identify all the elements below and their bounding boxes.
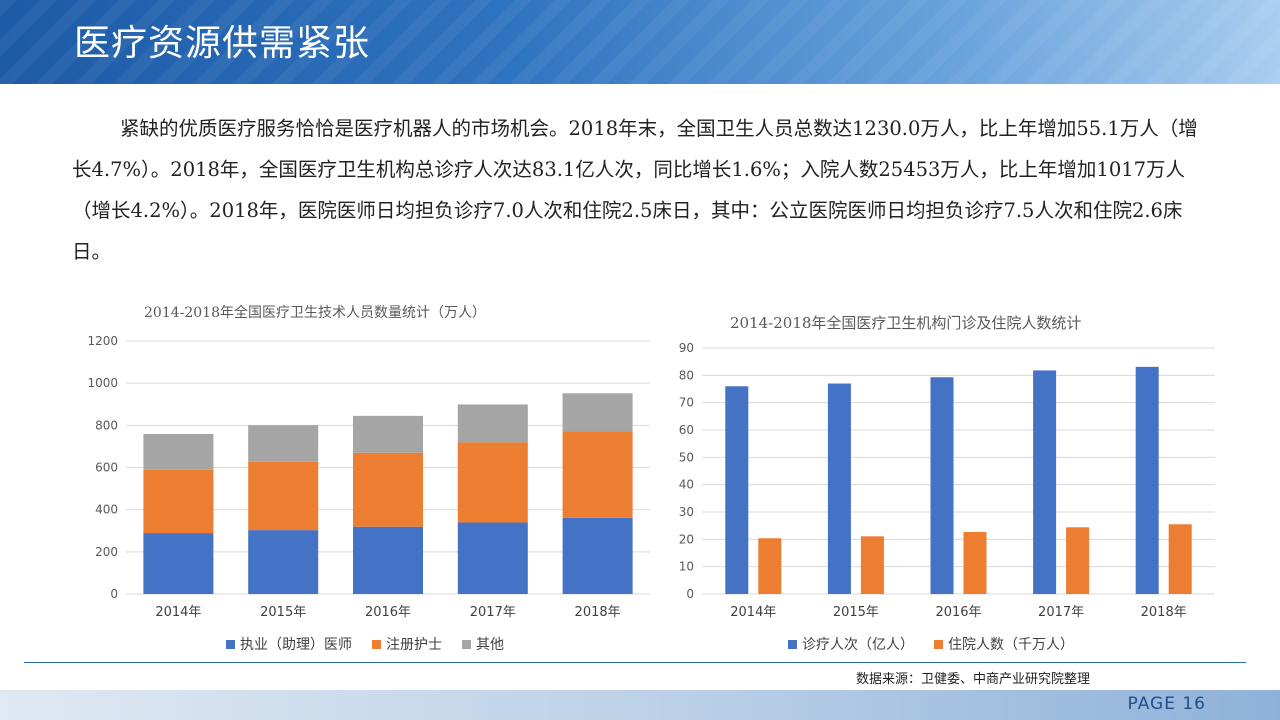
footer-bar <box>0 690 1280 720</box>
legend-swatch <box>372 639 381 649</box>
bar-segment <box>143 469 214 534</box>
legend-swatch <box>934 639 943 649</box>
chart2-legend: 诊疗人次（亿人） 住院人数（千万人） <box>788 634 1074 654</box>
y-tick-label: 800 <box>95 418 118 432</box>
y-tick-label: 10 <box>679 560 694 574</box>
x-tick-label: 2014年 <box>730 605 776 620</box>
bar <box>1066 527 1090 594</box>
bar-segment <box>353 452 423 527</box>
legend-item: 注册护士 <box>372 634 442 654</box>
legend-item: 住院人数（千万人） <box>934 634 1074 654</box>
x-tick-label: 2018年 <box>1141 605 1187 620</box>
y-tick-label: 600 <box>95 461 118 475</box>
x-tick-label: 2014年 <box>155 605 201 620</box>
y-tick-label: 30 <box>679 505 694 519</box>
y-tick-label: 1000 <box>87 376 118 390</box>
bar-segment <box>353 415 423 453</box>
legend-label: 执业（助理）医师 <box>240 637 352 653</box>
data-source: 数据来源：卫健委、中商产业研究院整理 <box>856 672 1091 687</box>
y-tick-label: 200 <box>95 545 118 559</box>
bar-segment <box>562 517 633 594</box>
x-tick-label: 2017年 <box>1038 605 1084 620</box>
bar-segment <box>353 526 423 594</box>
y-tick-label: 40 <box>679 478 694 492</box>
chart1-title: 2014-2018年全国医疗卫生技术人员数量统计（万人） <box>144 305 486 321</box>
y-tick-label: 1200 <box>87 334 118 348</box>
chart1-legend: 执业（助理）医师 注册护士 其他 <box>226 634 504 654</box>
legend-label: 注册护士 <box>386 637 442 653</box>
y-tick-label: 70 <box>679 396 694 410</box>
x-tick-label: 2015年 <box>260 605 306 620</box>
legend-label: 其他 <box>476 637 504 653</box>
legend-swatch <box>462 639 471 649</box>
y-tick-label: 20 <box>679 532 694 546</box>
bar <box>1135 366 1159 594</box>
bar-segment <box>457 404 528 443</box>
bar <box>725 386 749 594</box>
footer-divider <box>24 662 1246 663</box>
legend-swatch <box>788 639 797 649</box>
bar <box>860 536 884 594</box>
y-tick-label: 0 <box>110 587 118 601</box>
x-tick-label: 2015年 <box>833 605 879 620</box>
bar-segment <box>248 425 319 462</box>
legend-item: 执业（助理）医师 <box>226 634 352 654</box>
y-tick-label: 90 <box>679 341 694 355</box>
page-number: PAGE 16 <box>1127 694 1206 714</box>
chart1-stacked-bar: 0 200 400 600 800 1000 1200 2014年 2015年 2016年 2017… <box>87 334 650 620</box>
bar <box>963 531 987 594</box>
legend-label: 住院人数（千万人） <box>948 637 1074 653</box>
bar <box>1168 524 1192 594</box>
legend-item: 诊疗人次（亿人） <box>788 634 914 654</box>
header-banner: 医疗资源供需紧张 <box>0 0 1280 84</box>
legend-item: 其他 <box>462 634 504 654</box>
bar-segment <box>562 431 633 518</box>
y-tick-label: 50 <box>679 450 694 464</box>
x-tick-label: 2017年 <box>470 605 516 620</box>
bar-segment <box>457 442 528 523</box>
intro-paragraph: 紧缺的优质医疗服务恰恰是医疗机器人的市场机会。2018年末，全国卫生人员总数达1… <box>72 117 1198 263</box>
legend-label: 诊疗人次（亿人） <box>802 637 914 653</box>
bar-segment <box>143 533 214 594</box>
bar-segment <box>457 522 528 594</box>
bar-segment <box>248 461 319 531</box>
bar <box>1033 370 1057 594</box>
y-tick-label: 80 <box>679 368 694 382</box>
bar <box>827 383 851 594</box>
bar-segment <box>562 393 633 432</box>
bar-segment <box>248 530 319 594</box>
x-tick-label: 2018年 <box>575 605 621 620</box>
x-tick-label: 2016年 <box>365 605 411 620</box>
bar-segment <box>143 433 214 470</box>
page-title: 医疗资源供需紧张 <box>74 23 371 64</box>
bar <box>758 538 782 594</box>
x-tick-label: 2016年 <box>935 605 981 620</box>
y-tick-label: 60 <box>679 423 694 437</box>
chart2-grouped-bar: 0 10 20 30 40 50 60 70 80 90 2014年 2015年 2016年 2017年 2… <box>679 341 1215 620</box>
y-tick-label: 0 <box>686 587 694 601</box>
legend-swatch <box>226 639 235 649</box>
y-tick-label: 400 <box>95 503 118 517</box>
chart2-title: 2014-2018年全国医疗卫生机构门诊及住院人数统计 <box>730 314 1082 332</box>
bar <box>930 377 954 594</box>
